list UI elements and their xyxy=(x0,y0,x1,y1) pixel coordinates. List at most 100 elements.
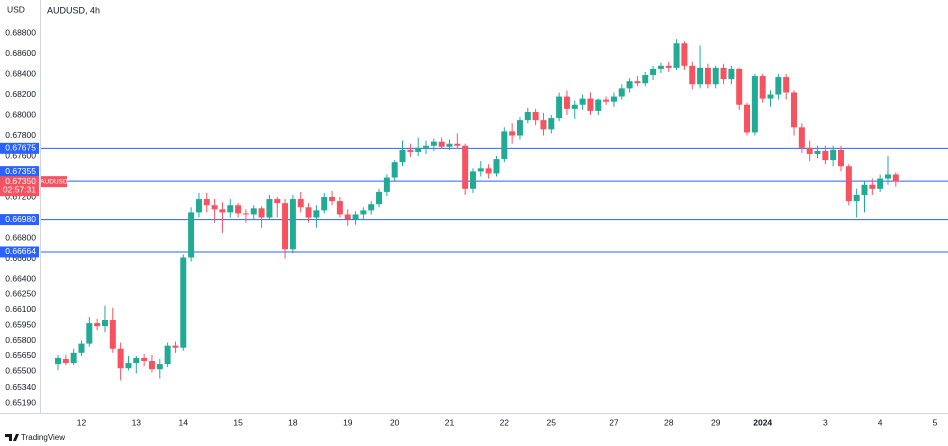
candle-body xyxy=(446,143,453,147)
candle-body xyxy=(618,88,625,97)
candle-body xyxy=(673,43,680,68)
candle-body xyxy=(603,99,610,102)
candle-body xyxy=(516,120,523,136)
horizontal-line-label: 0.67675 xyxy=(5,143,36,153)
candle-body xyxy=(415,147,422,152)
candle-body xyxy=(728,68,735,80)
candle-body xyxy=(556,96,563,119)
y-tick-label: 0.65500 xyxy=(5,366,36,376)
last-price-label: 0.67350 xyxy=(5,176,36,186)
candle-body xyxy=(884,174,891,179)
candle-body xyxy=(665,65,672,68)
candle-body xyxy=(767,94,774,99)
candle-body xyxy=(493,159,500,174)
candle-body xyxy=(235,205,242,214)
candle-body xyxy=(117,348,124,369)
candle-body xyxy=(720,67,727,80)
candle-body xyxy=(274,199,281,204)
candle-body xyxy=(704,67,711,85)
candle-body xyxy=(524,111,531,121)
candle-body xyxy=(266,199,273,218)
candle-body xyxy=(571,104,578,109)
symbol-tag-bg xyxy=(41,176,67,188)
x-tick-label: 20 xyxy=(390,417,400,427)
candle-body xyxy=(657,65,664,69)
horizontal-line-label: 0.66980 xyxy=(5,214,36,224)
horizontal-line-label-bg xyxy=(0,166,39,178)
candle-body xyxy=(775,77,782,95)
candle-body xyxy=(822,150,829,161)
y-tick-label: 0.65190 xyxy=(5,397,36,407)
candle-body xyxy=(156,364,163,370)
candle-body xyxy=(360,210,367,215)
candle-body xyxy=(211,205,218,210)
candle-body xyxy=(62,358,69,364)
candle-body xyxy=(853,194,860,202)
y-tick-label: 0.67200 xyxy=(5,191,36,201)
candle-body xyxy=(109,320,116,349)
horizontal-line-label-bg xyxy=(0,142,39,154)
y-tick-label: 0.66250 xyxy=(5,289,36,299)
y-tick-label: 0.68600 xyxy=(5,48,36,58)
candle-body xyxy=(227,205,234,213)
bar-countdown: 02:57:31 xyxy=(3,184,36,194)
y-tick-label: 0.67600 xyxy=(5,150,36,160)
candle-body xyxy=(188,212,195,258)
candle-body xyxy=(744,104,751,133)
candle-body xyxy=(845,166,852,202)
candle-body xyxy=(791,92,798,128)
candle-body xyxy=(681,43,688,66)
y-tick-label: 0.65650 xyxy=(5,350,36,360)
x-tick-label: 19 xyxy=(343,417,353,427)
chart-title: AUDUSD, 4h xyxy=(47,5,100,15)
candle-body xyxy=(462,145,469,189)
candle-body xyxy=(642,75,649,84)
x-tick-label: 3 xyxy=(823,417,828,427)
y-tick-label: 0.66800 xyxy=(5,232,36,242)
candle-body xyxy=(78,343,85,353)
x-tick-label: 27 xyxy=(609,417,619,427)
candle-body xyxy=(540,120,547,130)
candle-body xyxy=(101,320,108,327)
candle-body xyxy=(548,118,555,130)
y-tick-label: 0.66600 xyxy=(5,253,36,263)
candle-body xyxy=(321,197,328,211)
candle-body xyxy=(383,177,390,192)
y-tick-label: 0.65800 xyxy=(5,335,36,345)
candle-body xyxy=(814,150,821,154)
candle-body xyxy=(289,199,296,250)
symbol-tag: AUDUSD xyxy=(40,178,68,185)
horizontal-line-label-bg xyxy=(0,246,39,258)
x-tick-label: 4 xyxy=(878,417,883,427)
x-tick-label: 2024 xyxy=(753,417,772,427)
candle-body xyxy=(133,357,140,364)
candle-body xyxy=(195,199,202,213)
x-tick-label: 28 xyxy=(664,417,674,427)
y-tick-label: 0.67800 xyxy=(5,130,36,140)
candle-body xyxy=(838,149,844,167)
x-tick-label: 15 xyxy=(233,417,243,427)
candle-body xyxy=(329,197,336,202)
candle-body xyxy=(172,345,179,348)
candle-body xyxy=(368,204,375,211)
candle-body xyxy=(783,77,790,93)
candle-body xyxy=(148,361,155,370)
price-axis-unit: USD xyxy=(7,4,25,14)
y-tick-label: 0.65950 xyxy=(5,319,36,329)
candle-body xyxy=(532,111,539,121)
candle-body xyxy=(399,149,406,163)
candle-body xyxy=(125,363,132,369)
candle-body xyxy=(352,214,359,220)
candle-body xyxy=(634,81,641,84)
candle-body xyxy=(579,98,586,105)
candle-body xyxy=(423,145,430,148)
footer-brand: TradingView xyxy=(21,433,65,442)
candle-body xyxy=(798,127,805,148)
candle-body xyxy=(587,98,594,111)
candle-body xyxy=(892,174,899,182)
x-tick-label: 5 xyxy=(933,417,938,427)
candle-body xyxy=(454,143,461,146)
candle-body xyxy=(344,214,351,220)
candle-body xyxy=(610,96,617,102)
